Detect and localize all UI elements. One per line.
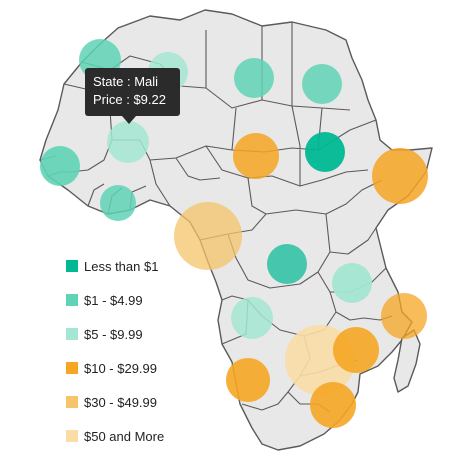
legend-item[interactable]: $10 - $29.99 [66,358,157,378]
legend-item[interactable]: $5 - $9.99 [66,324,143,344]
price-bubble[interactable] [381,293,427,339]
legend-label: $1 - $4.99 [84,292,143,308]
price-bubble[interactable] [234,58,274,98]
price-bubble[interactable] [310,382,356,428]
price-bubble[interactable] [226,358,270,402]
price-bubble[interactable] [174,202,242,270]
price-bubble[interactable] [302,64,342,104]
legend-label: $30 - $49.99 [84,394,158,410]
price-bubble[interactable] [332,263,372,303]
legend-swatch [66,260,78,272]
legend-label: $10 - $29.99 [84,360,158,376]
price-bubble[interactable] [40,146,80,186]
legend-item[interactable]: Less than $1 [66,256,158,276]
price-bubble[interactable] [231,297,273,339]
tooltip-state: State : Mali [93,74,159,89]
legend-item[interactable]: $30 - $49.99 [66,392,157,412]
tooltip: State : Mali Price : $9.22 [85,68,180,116]
legend-label: $5 - $9.99 [84,326,143,342]
legend-label: $50 and More [84,428,165,444]
price-bubble[interactable] [107,121,149,163]
price-bubble[interactable] [267,244,307,284]
price-bubble[interactable] [305,132,345,172]
price-bubble[interactable] [233,133,279,179]
price-bubble[interactable] [333,327,379,373]
legend-swatch [66,328,78,340]
legend-swatch [66,294,78,306]
price-bubble[interactable] [100,185,136,221]
legend-swatch [66,362,78,374]
bubble-layer [40,39,428,428]
legend-swatch [66,396,78,408]
price-bubble[interactable] [372,148,428,204]
legend-swatch [66,430,78,442]
tooltip-price: Price : $9.22 [93,92,166,107]
tooltip-arrow [122,116,136,124]
legend-item[interactable]: $50 and More [66,426,164,446]
legend-label: Less than $1 [84,258,159,274]
legend-item[interactable]: $1 - $4.99 [66,290,143,310]
